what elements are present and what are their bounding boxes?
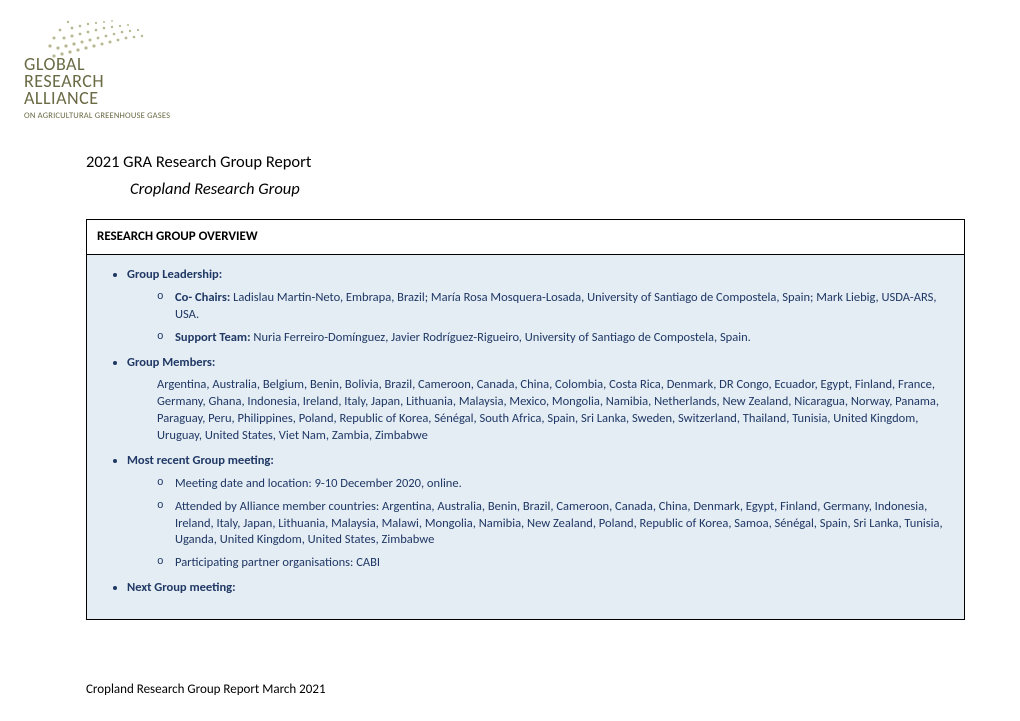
leadership-item: Group Leadership: Co- Chairs: Ladislau M… <box>127 267 948 347</box>
next-meeting-label: Next Group meeting: <box>127 580 236 595</box>
logo: GLOBAL RESEARCH ALLIANCE ON AGRICULTURAL… <box>24 18 189 121</box>
overview-header: RESEARCH GROUP OVERVIEW <box>87 220 964 255</box>
logo-subtitle: ON AGRICULTURAL GREENHOUSE GASES <box>24 111 189 121</box>
support-item: Support Team: Nuria Ferreiro-Domínguez, … <box>157 330 948 347</box>
members-item: Group Members: Argentina, Australia, Bel… <box>127 355 948 445</box>
logo-globe-graphic <box>24 18 164 60</box>
recent-meeting-date: Meeting date and location: 9-10 December… <box>157 476 948 493</box>
document-title: 2021 GRA Research Group Report Cropland … <box>86 152 311 199</box>
cochairs-label: Co- Chairs: <box>175 290 230 305</box>
recent-meeting-partners: Participating partner organisations: CAB… <box>157 555 948 572</box>
recent-meeting-attended: Attended by Alliance member countries: A… <box>157 499 948 550</box>
cochairs-item: Co- Chairs: Ladislau Martin-Neto, Embrap… <box>157 290 948 324</box>
logo-text: GLOBAL RESEARCH ALLIANCE <box>24 56 189 107</box>
footer-text: Cropland Research Group Report March 202… <box>86 682 326 697</box>
leadership-label: Group Leadership: <box>127 267 222 282</box>
recent-meeting-label: Most recent Group meeting: <box>127 453 274 468</box>
support-label: Support Team: <box>175 330 251 345</box>
members-label: Group Members: <box>127 355 215 370</box>
cochairs-text: Ladislau Martin-Neto, Embrapa, Brazil; M… <box>175 290 936 322</box>
support-text: Nuria Ferreiro-Domínguez, Javier Rodrígu… <box>251 330 751 345</box>
title-line2: Cropland Research Group <box>130 179 311 199</box>
next-meeting-item: Next Group meeting: <box>127 580 948 597</box>
members-text: Argentina, Australia, Belgium, Benin, Bo… <box>157 377 948 445</box>
recent-meeting-item: Most recent Group meeting: Meeting date … <box>127 453 948 572</box>
overview-box: RESEARCH GROUP OVERVIEW Group Leadership… <box>86 219 965 620</box>
title-line1: 2021 GRA Research Group Report <box>86 152 311 172</box>
overview-body: Group Leadership: Co- Chairs: Ladislau M… <box>87 255 964 619</box>
logo-line3: ALLIANCE <box>24 90 189 107</box>
